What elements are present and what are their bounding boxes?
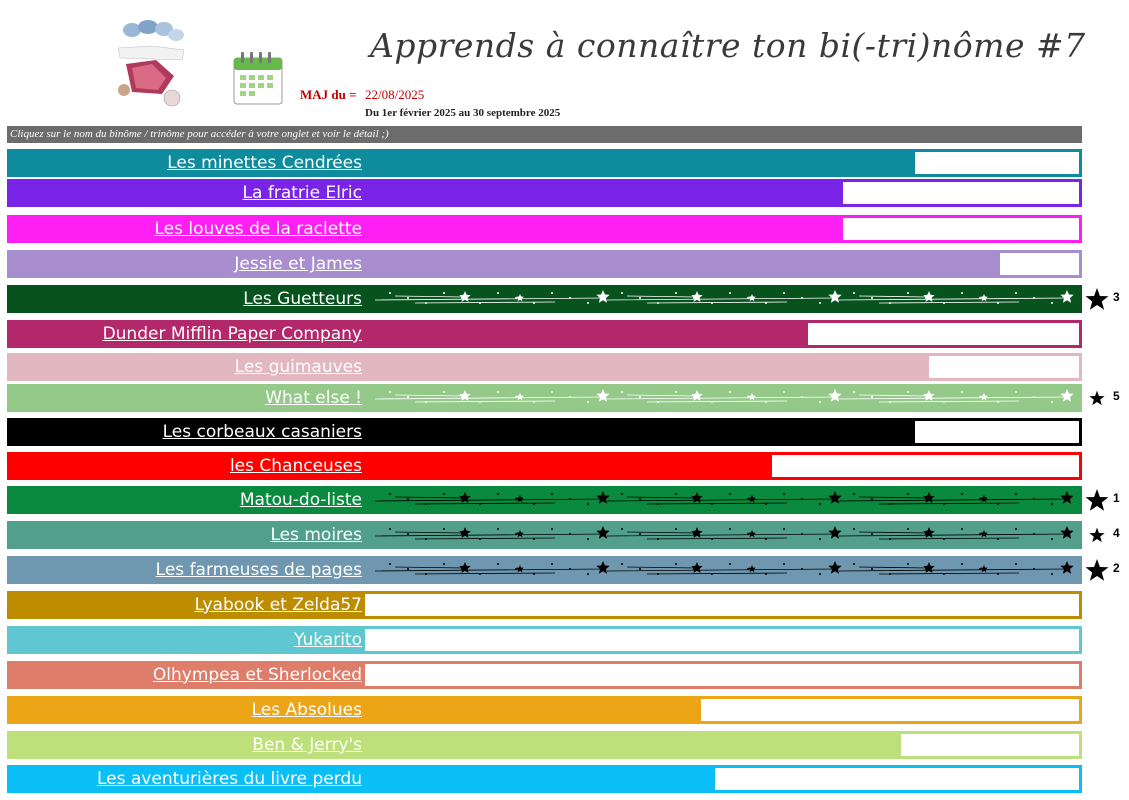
- progress-fill: [365, 182, 844, 204]
- team-name-link[interactable]: Les louves de la raclette: [7, 215, 362, 243]
- rank-number: 2: [1113, 561, 1120, 575]
- team-name-link[interactable]: Jessie et James: [7, 250, 362, 278]
- progress-bar: [362, 591, 1082, 619]
- team-row: Les louves de la raclette: [7, 215, 1082, 243]
- team-name-link[interactable]: Les aventurières du livre perdu: [7, 765, 362, 793]
- progress-bar: [362, 285, 1082, 313]
- progress-bar: [362, 765, 1082, 793]
- progress-fill: [365, 768, 715, 790]
- team-name-link[interactable]: Les moires: [7, 521, 362, 549]
- team-row: Olhympea et Sherlocked: [7, 661, 1082, 689]
- team-row: Ben & Jerry's: [7, 731, 1082, 759]
- team-row: Matou-do-liste: [7, 486, 1082, 514]
- progress-fill: [365, 455, 772, 477]
- rank-badge: 4: [1085, 521, 1129, 549]
- team-name-link[interactable]: Les guimauves: [7, 353, 362, 381]
- star-icon: [1085, 489, 1109, 511]
- team-row: Les corbeaux casaniers: [7, 418, 1082, 446]
- team-row: Les moires: [7, 521, 1082, 549]
- team-name-link[interactable]: Les Guetteurs: [7, 285, 362, 313]
- star-icon: [1089, 390, 1105, 406]
- rank-badge: 1: [1085, 486, 1129, 514]
- rank-badge: 3: [1085, 285, 1129, 313]
- team-row: les Chanceuses: [7, 452, 1082, 480]
- progress-bar: [362, 320, 1082, 348]
- team-name-link[interactable]: Les farmeuses de pages: [7, 556, 362, 584]
- star-icon: [1085, 288, 1109, 310]
- progress-bar: [362, 696, 1082, 724]
- shooting-stars-decoration: [374, 389, 1074, 403]
- progress-bar: [362, 149, 1082, 177]
- date-range: Du 1er février 2025 au 30 septembre 2025: [365, 107, 561, 119]
- book-club-logo-icon: [117, 20, 185, 107]
- team-row: Les minettes Cendrées: [7, 149, 1082, 177]
- progress-fill: [365, 152, 915, 174]
- progress-bar: [362, 486, 1082, 514]
- progress-bar: [362, 250, 1082, 278]
- team-name-link[interactable]: Olhympea et Sherlocked: [7, 661, 362, 689]
- progress-bar: [362, 353, 1082, 381]
- rank-number: 3: [1113, 290, 1120, 304]
- team-name-link[interactable]: Yukarito: [7, 626, 362, 654]
- page-title: Apprends à connaître ton bi(-tri)nôme #7: [370, 26, 1086, 65]
- progress-fill: [365, 421, 915, 443]
- progress-fill: [365, 323, 808, 345]
- progress-bar: [362, 418, 1082, 446]
- team-name-link[interactable]: Dunder Mifflin Paper Company: [7, 320, 362, 348]
- team-name-link[interactable]: Matou-do-liste: [7, 486, 362, 514]
- team-name-link[interactable]: les Chanceuses: [7, 452, 362, 480]
- update-date: 22/08/2025: [365, 87, 425, 102]
- team-name-link[interactable]: Lyabook et Zelda57: [7, 591, 362, 619]
- star-icon: [1085, 559, 1109, 581]
- progress-bar: [362, 215, 1082, 243]
- team-name-link[interactable]: La fratrie Elric: [7, 179, 362, 207]
- team-row: Dunder Mifflin Paper Company: [7, 320, 1082, 348]
- team-name-link[interactable]: Les Absolues: [7, 696, 362, 724]
- team-name-link[interactable]: Les corbeaux casaniers: [7, 418, 362, 446]
- progress-fill: [365, 218, 844, 240]
- team-row: Les Absolues: [7, 696, 1082, 724]
- progress-bar: [362, 521, 1082, 549]
- progress-fill: [365, 734, 901, 756]
- progress-bar: [362, 452, 1082, 480]
- shooting-stars-decoration: [374, 290, 1074, 304]
- progress-fill: [365, 356, 930, 378]
- star-icon: [1089, 527, 1105, 543]
- update-label: MAJ du =: [300, 87, 357, 102]
- progress-bar: [362, 556, 1082, 584]
- progress-fill: [365, 253, 1001, 275]
- team-row: Jessie et James: [7, 250, 1082, 278]
- shooting-stars-decoration: [374, 561, 1074, 575]
- team-row: Les Guetteurs: [7, 285, 1082, 313]
- team-row: Les farmeuses de pages: [7, 556, 1082, 584]
- progress-bar: [362, 626, 1082, 654]
- team-name-link[interactable]: Les minettes Cendrées: [7, 149, 362, 177]
- calendar-icon: [233, 52, 283, 105]
- team-row: Les guimauves: [7, 353, 1082, 381]
- progress-bar: [362, 731, 1082, 759]
- team-row: Les aventurières du livre perdu: [7, 765, 1082, 793]
- team-row: Yukarito: [7, 626, 1082, 654]
- team-name-link[interactable]: What else !: [7, 384, 362, 412]
- progress-bar: [362, 179, 1082, 207]
- shooting-stars-decoration: [374, 526, 1074, 540]
- rank-number: 1: [1113, 491, 1120, 505]
- rank-number: 4: [1113, 526, 1120, 540]
- rank-badge: 2: [1085, 556, 1129, 584]
- progress-fill: [365, 699, 701, 721]
- rank-badge: 5: [1085, 384, 1129, 412]
- team-name-link[interactable]: Ben & Jerry's: [7, 731, 362, 759]
- progress-bar: [362, 661, 1082, 689]
- progress-bar: [362, 384, 1082, 412]
- team-row: What else !: [7, 384, 1082, 412]
- instruction-banner: Cliquez sur le nom du binôme / trinôme p…: [7, 126, 1082, 143]
- team-row: La fratrie Elric: [7, 179, 1082, 207]
- team-row: Lyabook et Zelda57: [7, 591, 1082, 619]
- rank-number: 5: [1113, 389, 1120, 403]
- shooting-stars-decoration: [374, 491, 1074, 505]
